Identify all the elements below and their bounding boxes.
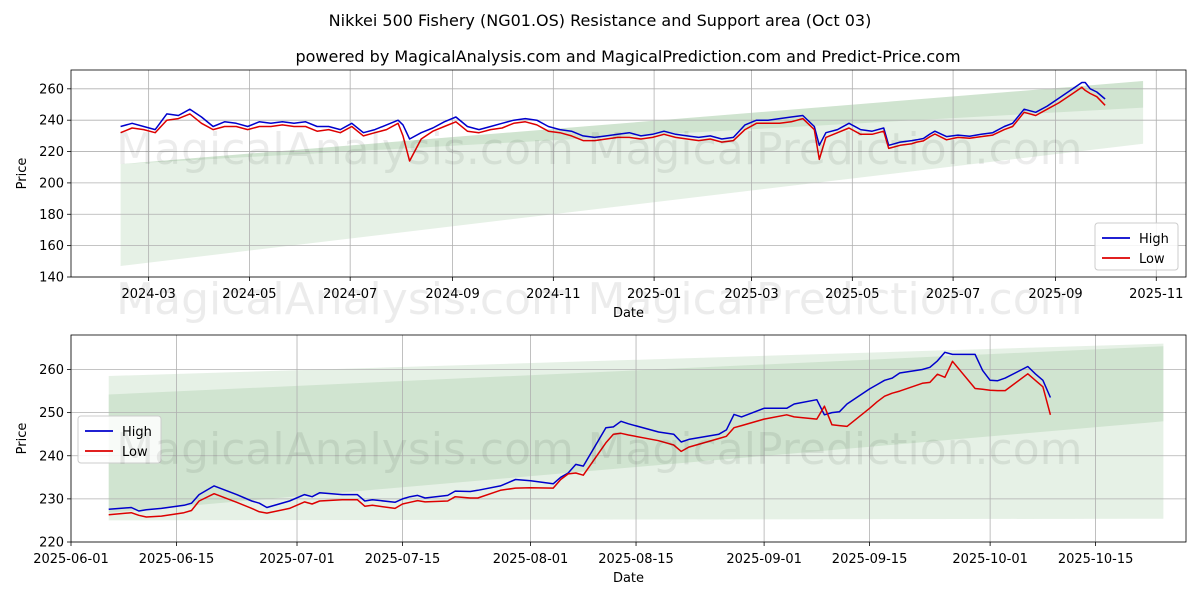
bottom-xtick-label: 2025-09-15	[832, 552, 908, 567]
bottom-x-axis-label: Date	[613, 571, 644, 586]
top-panel: 140 160 180 200 220 240 260 2024-03 2024-05 2024-…	[15, 69, 1187, 321]
top-ytick-label: 260	[39, 82, 64, 97]
bottom-xtick-label: 2025-08-01	[493, 552, 569, 567]
bottom-ytick-label: 250	[39, 406, 64, 421]
bottom-xtick-label: 2025-09-01	[726, 552, 802, 567]
top-axes-frame	[70, 69, 1187, 278]
bottom-xtick-label: 2025-08-15	[598, 552, 674, 567]
top-xtick-label: 2025-05	[825, 287, 879, 302]
bottom-xtick-label: 2025-07-01	[259, 552, 335, 567]
top-xtick-label: 2025-07	[926, 287, 980, 302]
top-ytick-label: 160	[39, 239, 64, 254]
top-ytick-label: 140	[39, 271, 64, 286]
watermarks: MagicalAnalysis.com MagicalPrediction.co…	[116, 124, 1082, 475]
bottom-xtick-label: 2025-07-15	[365, 552, 441, 567]
watermark-analysis-bottom: MagicalAnalysis.com	[116, 424, 574, 475]
top-xtick-label: 2024-11	[526, 287, 580, 302]
watermark-prediction-top: MagicalPrediction.com	[588, 124, 1083, 175]
top-inner-band	[120, 81, 1144, 165]
watermark-analysis-mid: MagicalAnalysis.com	[116, 274, 574, 325]
top-high-series-line	[120, 81, 1106, 147]
bottom-legend-label-low: Low	[122, 445, 148, 460]
bottom-ytick-label: 220	[39, 536, 64, 551]
bottom-legend: High Low	[77, 415, 162, 464]
bottom-axes-frame	[70, 334, 1187, 543]
top-xtick-label: 2024-07	[323, 287, 377, 302]
top-xtick-label: 2024-03	[121, 287, 175, 302]
top-ytick-label: 220	[39, 145, 64, 160]
watermark-analysis-top: MagicalAnalysis.com	[116, 124, 574, 175]
chart-subtitle: powered by MagicalAnalysis.com and Magic…	[295, 47, 960, 66]
bottom-legend-label-high: High	[122, 425, 152, 440]
watermark-prediction-mid: MagicalPrediction.com	[588, 274, 1083, 325]
top-legend-label-low: Low	[1139, 252, 1165, 267]
bottom-panel: 220 230 240 250 260 2025-06-01 2025-06-15 2025-…	[15, 334, 1187, 586]
bottom-low-series-line	[108, 360, 1052, 518]
chart-title: Nikkei 500 Fishery (NG01.OS) Resistance …	[329, 11, 872, 30]
top-ytick-label: 240	[39, 114, 64, 129]
bottom-ytick-label: 230	[39, 492, 64, 507]
top-outer-band	[120, 81, 1144, 266]
bottom-y-axis-label: Price	[15, 423, 30, 455]
top-legend: High Low	[1094, 222, 1179, 271]
bottom-ytick-label: 260	[39, 363, 64, 378]
bottom-ytick-label: 240	[39, 449, 64, 464]
top-xtick-label: 2025-03	[724, 287, 778, 302]
top-plot-area	[71, 70, 1186, 277]
top-xtick-label: 2024-09	[425, 287, 479, 302]
bottom-xtick-label: 2025-06-15	[139, 552, 215, 567]
watermark-prediction-bottom: MagicalPrediction.com	[588, 424, 1083, 475]
top-xtick-label: 2025-11	[1129, 287, 1183, 302]
top-xtick-label: 2025-01	[627, 287, 681, 302]
top-y-axis-label: Price	[15, 158, 30, 190]
top-xtick-label: 2024-05	[222, 287, 276, 302]
bottom-xtick-label: 2025-06-01	[33, 552, 109, 567]
top-legend-label-high: High	[1139, 232, 1169, 247]
top-ytick-label: 180	[39, 208, 64, 223]
top-ytick-label: 200	[39, 176, 64, 191]
top-x-axis-label: Date	[613, 306, 644, 321]
bottom-xtick-label: 2025-10-15	[1058, 552, 1134, 567]
top-low-series-line	[120, 86, 1106, 162]
bottom-xtick-label: 2025-10-01	[952, 552, 1028, 567]
bottom-high-series-line	[108, 351, 1052, 512]
top-xtick-label: 2025-09	[1028, 287, 1082, 302]
